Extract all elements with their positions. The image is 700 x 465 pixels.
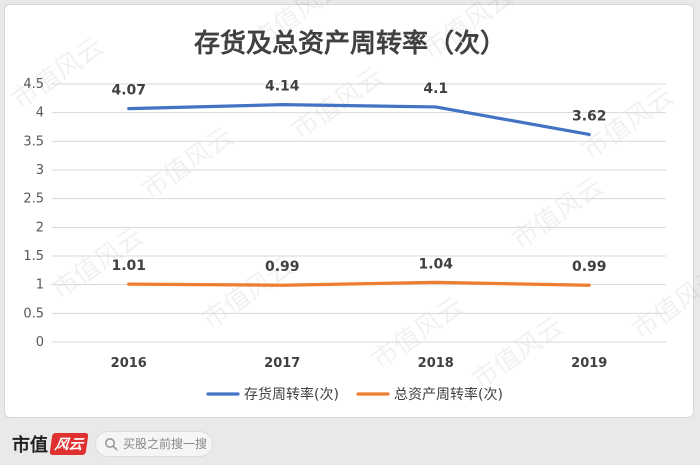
series-line-1 bbox=[127, 280, 591, 287]
y-tick-label: 3 bbox=[36, 163, 44, 178]
data-label: 1.04 bbox=[418, 256, 453, 272]
x-axis-ticks: 2016 2017 2018 2019 bbox=[111, 356, 608, 371]
y-tick-label: 4 bbox=[36, 106, 44, 121]
search-box[interactable]: 买股之前搜一搜 bbox=[95, 430, 213, 457]
logo: 市值 风云 bbox=[12, 431, 89, 457]
x-tick-label: 2017 bbox=[264, 356, 300, 371]
data-labels: 4.07 4.14 4.1 3.62 1.01 0.99 1.04 0.99 bbox=[111, 79, 606, 276]
data-label: 4.1 bbox=[423, 81, 448, 97]
series-layer bbox=[127, 103, 591, 287]
series-line-0 bbox=[127, 103, 591, 137]
x-tick-label: 2018 bbox=[418, 356, 454, 371]
legend: 存货周转率(次) 总资产周转率(次) bbox=[206, 386, 503, 403]
footer: 市值 风云 买股之前搜一搜 bbox=[0, 422, 700, 465]
y-tick-label: 0.5 bbox=[23, 306, 44, 321]
logo-mark: 风云 bbox=[49, 432, 89, 455]
data-label: 1.01 bbox=[111, 258, 146, 274]
x-tick-label: 2019 bbox=[571, 356, 607, 371]
y-tick-label: 4.5 bbox=[23, 77, 44, 92]
watermark-text: 市值风云 bbox=[627, 261, 700, 345]
search-placeholder: 买股之前搜一搜 bbox=[123, 437, 208, 451]
data-label: 4.07 bbox=[111, 83, 146, 99]
y-tick-label: 2 bbox=[36, 220, 44, 235]
watermark-text: 市值风云 bbox=[7, 31, 109, 115]
data-label: 0.99 bbox=[572, 259, 607, 275]
y-tick-label: 0 bbox=[36, 335, 44, 350]
y-tick-label: 1 bbox=[36, 278, 44, 293]
y-tick-label: 2.5 bbox=[23, 192, 44, 207]
data-label: 0.99 bbox=[265, 259, 300, 275]
y-tick-label: 1.5 bbox=[23, 249, 44, 264]
y-tick-label: 3.5 bbox=[23, 134, 44, 149]
data-label: 4.14 bbox=[265, 79, 300, 95]
y-axis-ticks: 0 0.5 1 1.5 2 2.5 3 3.5 4 4.5 bbox=[23, 77, 44, 350]
watermark-text: 市值风云 bbox=[137, 121, 239, 205]
search-icon bbox=[105, 437, 118, 450]
watermark-text: 市值风云 bbox=[467, 311, 569, 395]
legend-label-1: 总资产周转率(次) bbox=[394, 386, 503, 403]
grid-lines bbox=[52, 83, 666, 343]
data-label: 3.62 bbox=[572, 108, 607, 124]
logo-text: 市值 bbox=[12, 434, 48, 456]
x-tick-label: 2016 bbox=[111, 356, 147, 371]
chart-card bbox=[4, 4, 694, 418]
legend-label-0: 存货周转率(次) bbox=[244, 386, 339, 403]
chart-title: 存货及总资产周转率（次） bbox=[194, 28, 506, 59]
watermark-text: 市值风云 bbox=[507, 171, 609, 255]
